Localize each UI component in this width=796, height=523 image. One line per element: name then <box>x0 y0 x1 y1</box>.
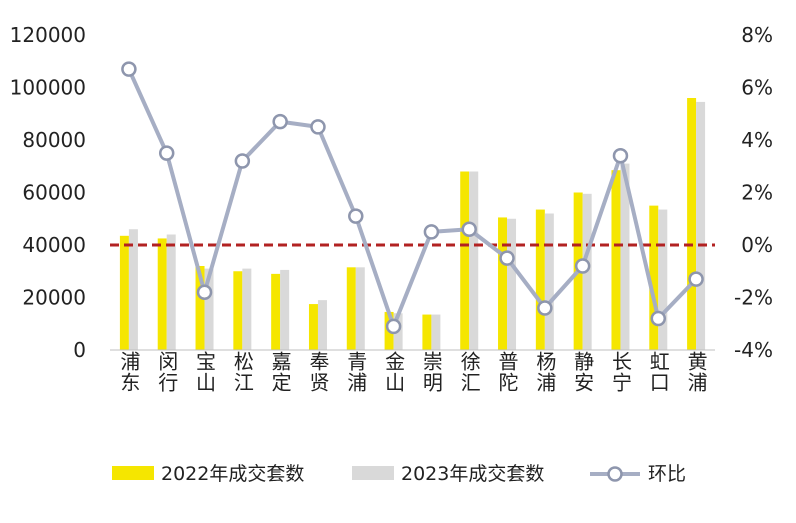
y2-axis: -4% -2% 0% 2% 4% 6% 8% <box>734 23 773 362</box>
legend-swatch-2022 <box>112 466 154 480</box>
bar-2023 <box>317 300 327 350</box>
bar-2023 <box>128 229 138 350</box>
y-tick-label: 60000 <box>22 181 86 205</box>
bar-2023 <box>242 268 252 350</box>
bar-2023 <box>166 234 176 350</box>
bar-2022 <box>535 209 545 350</box>
bar-2023 <box>431 314 441 350</box>
bar-2023 <box>280 269 290 350</box>
ratio-point <box>688 271 704 287</box>
x-tick-label: 松江 <box>230 351 254 393</box>
ratio-point <box>234 153 251 169</box>
legend-label-2022: 2022年成交套数 <box>161 463 304 485</box>
bar-2023 <box>507 218 517 350</box>
bar-2023 <box>469 171 479 350</box>
x-tick-label: 徐汇 <box>457 351 481 393</box>
bar-2023 <box>658 209 668 350</box>
bar-2022 <box>195 266 205 350</box>
y-tick-label: 20000 <box>22 286 86 310</box>
bar-2022 <box>460 171 470 350</box>
x-tick-label: 黄浦 <box>684 351 708 393</box>
ratio-point <box>423 224 440 240</box>
bar-2022 <box>119 235 129 350</box>
x-tick-label: 静安 <box>571 351 595 393</box>
y2-tick-label: 2% <box>741 181 773 205</box>
legend-swatch-ratio-marker <box>607 466 623 482</box>
x-tick-label: 奉贤 <box>306 351 330 393</box>
ratio-point <box>272 113 288 130</box>
bar-2022 <box>687 98 697 350</box>
legend-label-ratio: 环比 <box>648 463 686 485</box>
bar-2022 <box>233 271 243 350</box>
ratio-point <box>158 145 175 161</box>
x-axis: 浦东 闵行 宝山 松江 嘉定 奉贤 青浦 金山 崇明 徐汇 普陀 杨浦 静安 长宁 虹口 黄浦 <box>110 349 715 393</box>
ratio-point <box>612 148 629 164</box>
legend-swatch-2023 <box>352 466 394 480</box>
bar-2023 <box>355 267 365 350</box>
ratio-line <box>121 61 704 335</box>
ratio-point <box>196 284 213 300</box>
x-tick-label: 普陀 <box>495 351 519 393</box>
bar-2022 <box>271 273 281 350</box>
bar-2022 <box>611 170 621 350</box>
y2-tick-label: 0% <box>741 233 773 257</box>
y2-tick-label: -2% <box>734 286 773 310</box>
y2-tick-label: 4% <box>741 128 773 152</box>
x-tick-label: 杨浦 <box>533 351 557 393</box>
y2-tick-label: 6% <box>741 76 773 100</box>
x-tick-label: 金山 <box>382 351 406 393</box>
legend: 2022年成交套数 2023年成交套数 环比 <box>112 463 686 485</box>
bar-2023 <box>204 268 214 350</box>
x-tick-label: 青浦 <box>344 351 368 393</box>
bar-2022 <box>346 267 356 350</box>
legend-label-2023: 2023年成交套数 <box>401 463 544 485</box>
x-tick-label: 虹口 <box>646 351 670 393</box>
bars <box>119 98 706 350</box>
y-tick-label: 80000 <box>22 128 86 152</box>
y-axis: 0 20000 40000 60000 80000 100000 120000 <box>10 23 86 362</box>
bar-2022 <box>422 314 432 350</box>
ratio-point <box>121 61 137 77</box>
x-tick-label: 嘉定 <box>268 351 292 393</box>
y-tick-label: 0 <box>73 338 86 362</box>
bar-2023 <box>620 163 630 350</box>
bar-2023 <box>696 101 706 350</box>
y2-tick-label: 8% <box>741 23 773 47</box>
ratio-point <box>461 221 477 237</box>
ratio-point <box>310 119 326 135</box>
bar-2022 <box>157 238 167 350</box>
ratio-point <box>537 300 553 316</box>
bar-2023 <box>544 213 554 350</box>
x-tick-label: 长宁 <box>608 351 632 393</box>
ratio-line-path <box>127 68 698 329</box>
y-tick-label: 40000 <box>22 233 86 257</box>
bar-2022 <box>308 304 318 350</box>
ratio-point <box>348 208 364 224</box>
y2-tick-label: -4% <box>734 338 773 362</box>
ratio-point <box>499 250 515 266</box>
ratio-point <box>650 310 667 327</box>
x-tick-label: 崇明 <box>419 351 443 393</box>
x-tick-label: 浦东 <box>117 351 141 393</box>
ratio-point <box>574 258 591 274</box>
y-tick-label: 100000 <box>10 76 86 100</box>
y-tick-label: 120000 <box>10 23 86 47</box>
bar-2022 <box>498 217 508 350</box>
ratio-point <box>385 318 402 335</box>
bar-2022 <box>649 205 659 350</box>
x-tick-label: 宝山 <box>193 351 217 393</box>
x-tick-label: 闵行 <box>155 351 179 393</box>
